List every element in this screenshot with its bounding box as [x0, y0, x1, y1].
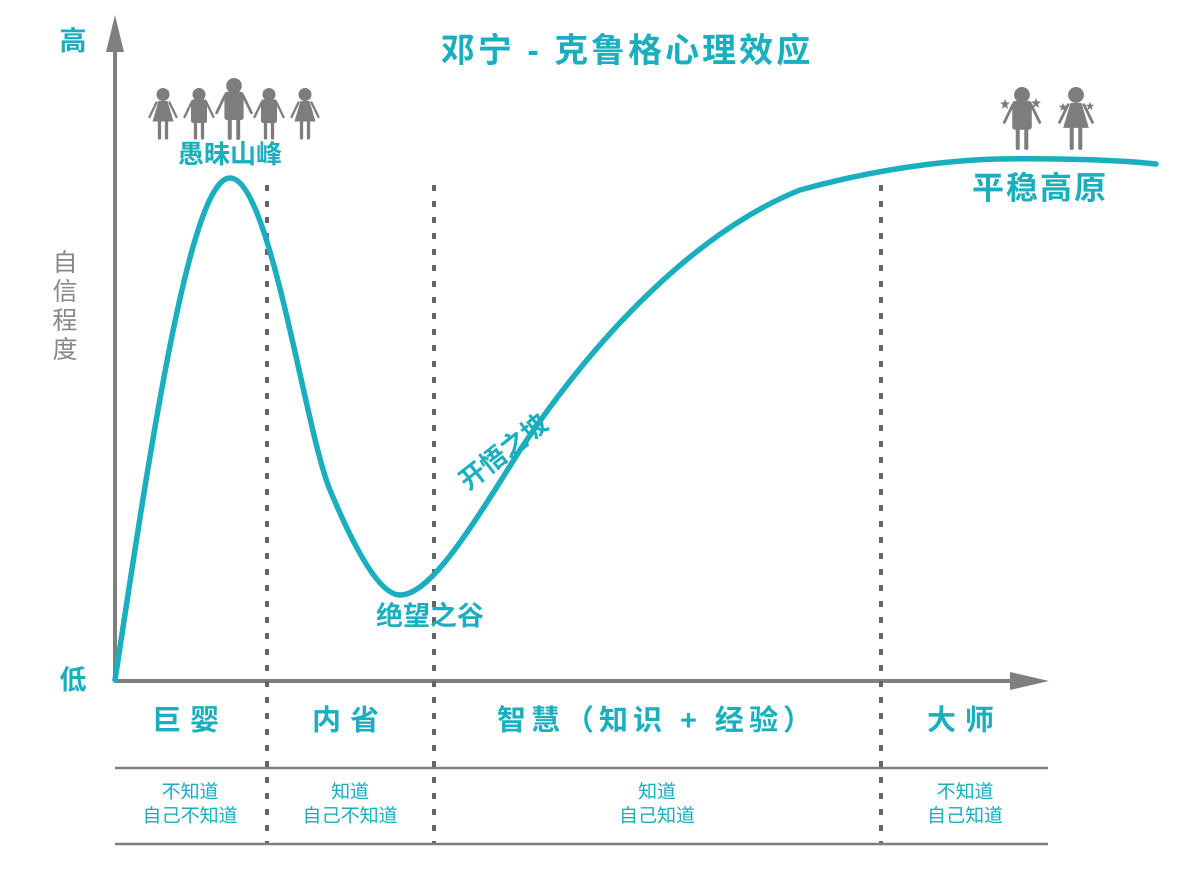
svg-text:大师: 大师 — [927, 705, 1003, 737]
svg-text:自己知道: 自己知道 — [927, 806, 1003, 827]
svg-text:愚昧山峰: 愚昧山峰 — [178, 139, 282, 169]
svg-text:知道: 知道 — [638, 782, 676, 803]
svg-text:自: 自 — [52, 249, 77, 277]
svg-text:智慧（知识 + 经验）: 智慧（知识 + 经验） — [497, 704, 817, 737]
svg-text:度: 度 — [52, 336, 77, 364]
svg-text:巨婴: 巨婴 — [152, 705, 228, 737]
svg-text:程: 程 — [52, 307, 77, 335]
svg-text:不知道: 不知道 — [936, 782, 993, 803]
svg-text:自己不知道: 自己不知道 — [142, 806, 237, 827]
svg-text:自己不知道: 自己不知道 — [302, 806, 397, 827]
svg-text:自己知道: 自己知道 — [619, 806, 695, 827]
svg-text:邓宁 - 克鲁格心理效应: 邓宁 - 克鲁格心理效应 — [441, 32, 813, 70]
svg-text:不知道: 不知道 — [161, 782, 218, 803]
svg-text:平稳高原: 平稳高原 — [972, 170, 1108, 206]
svg-text:绝望之谷: 绝望之谷 — [376, 601, 484, 631]
svg-text:信: 信 — [52, 278, 77, 306]
svg-text:高: 高 — [60, 26, 87, 56]
svg-text:知道: 知道 — [331, 782, 369, 803]
svg-text:内省: 内省 — [312, 705, 388, 737]
svg-text:低: 低 — [60, 665, 87, 695]
